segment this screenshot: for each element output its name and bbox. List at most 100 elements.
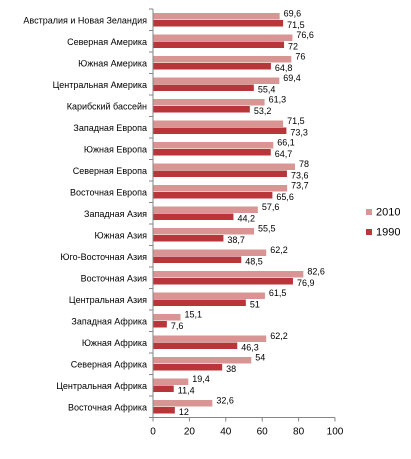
value-label-2010: 15,1 bbox=[184, 310, 202, 320]
value-label-1990: 11,4 bbox=[178, 386, 195, 396]
value-label-1990: 64,8 bbox=[275, 63, 293, 73]
legend-label-2010: 2010 bbox=[376, 207, 400, 219]
bar-1990 bbox=[153, 385, 174, 392]
bar-2010 bbox=[153, 185, 288, 192]
category-labels-group: Австралия и Новая Зеландия Северная Амери… bbox=[23, 15, 147, 412]
value-label-2010: 82,6 bbox=[307, 267, 325, 277]
value-label-1990: 73,6 bbox=[291, 171, 309, 181]
axes-group bbox=[149, 8, 336, 422]
value-label-2010: 71,5 bbox=[287, 116, 305, 126]
bar-1990 bbox=[153, 192, 273, 199]
category-label: Западная Европа bbox=[73, 123, 147, 133]
bar-1990 bbox=[153, 407, 175, 414]
x-tick-label: 0 bbox=[150, 427, 156, 438]
bar-2010 bbox=[153, 249, 267, 256]
category-label: Западная Азия bbox=[84, 209, 147, 219]
bar-1990 bbox=[153, 149, 271, 156]
value-label-1990: 38 bbox=[226, 364, 236, 374]
value-label-1990: 38,7 bbox=[227, 235, 245, 245]
value-label-1990: 46,3 bbox=[241, 343, 259, 353]
value-label-2010: 69,6 bbox=[284, 9, 302, 19]
bar-2010 bbox=[153, 34, 293, 41]
legend: 2010 1990 bbox=[366, 207, 400, 239]
bar-1990 bbox=[153, 235, 224, 242]
category-label: Центральная Азия bbox=[69, 295, 147, 305]
category-label: Юго-Восточная Азия bbox=[60, 252, 147, 262]
value-label-1990: 65,6 bbox=[276, 192, 294, 202]
value-label-2010: 19,4 bbox=[192, 374, 210, 384]
bar-2010 bbox=[153, 99, 265, 106]
value-label-1990: 73,3 bbox=[290, 128, 308, 138]
value-label-2010: 61,5 bbox=[269, 288, 287, 298]
value-label-2010: 62,2 bbox=[270, 331, 288, 341]
value-label-1990: 76,9 bbox=[297, 278, 315, 288]
value-label-2010: 62,2 bbox=[270, 245, 288, 255]
bar-1990 bbox=[153, 20, 284, 27]
value-label-2010: 73,7 bbox=[291, 181, 309, 191]
value-label-2010: 69,4 bbox=[283, 73, 301, 83]
value-label-1990: 72 bbox=[288, 42, 298, 52]
bar-2010 bbox=[153, 163, 295, 170]
value-label-1990: 48,5 bbox=[245, 257, 263, 267]
bar-2010 bbox=[153, 378, 189, 385]
x-tick-label: 80 bbox=[293, 427, 305, 438]
value-label-2010: 55,5 bbox=[258, 224, 276, 234]
category-label: Южная Азия bbox=[95, 230, 148, 240]
category-label: Восточная Африка bbox=[68, 402, 147, 412]
value-label-2010: 66,1 bbox=[277, 138, 295, 148]
bar-2010 bbox=[153, 292, 265, 299]
bar-1990 bbox=[153, 84, 254, 91]
category-label: Южная Америка bbox=[78, 58, 147, 68]
bar-2010 bbox=[153, 13, 280, 20]
bar-1990 bbox=[153, 63, 271, 70]
bar-2010 bbox=[153, 357, 252, 364]
category-label: Северная Европа bbox=[73, 166, 147, 176]
value-label-1990: 51 bbox=[250, 300, 260, 310]
bar-1990 bbox=[153, 106, 250, 113]
value-label-2010: 76 bbox=[295, 52, 305, 62]
bar-1990 bbox=[153, 256, 242, 263]
bar-2010 bbox=[153, 56, 292, 63]
value-label-2010: 32,6 bbox=[216, 396, 234, 406]
bar-2010 bbox=[153, 206, 258, 213]
bar-2010 bbox=[153, 142, 274, 149]
category-label: Западная Африка bbox=[71, 316, 147, 326]
x-tick-labels-group: 0 20 40 60 80 100 bbox=[150, 427, 344, 438]
bar-2010 bbox=[153, 271, 304, 278]
category-label: Северная Африка bbox=[71, 359, 147, 369]
category-label: Центральная Америка bbox=[53, 80, 147, 90]
value-label-2010: 61,3 bbox=[269, 95, 287, 105]
legend-label-1990: 1990 bbox=[376, 227, 400, 239]
category-label: Восточная Азия bbox=[81, 273, 148, 283]
bar-1990 bbox=[153, 342, 238, 349]
bar-2010 bbox=[153, 314, 181, 321]
x-tick-label: 100 bbox=[327, 427, 344, 438]
x-tick-label: 40 bbox=[220, 427, 232, 438]
bar-1990 bbox=[153, 321, 167, 328]
value-label-1990: 71,5 bbox=[287, 20, 305, 30]
bars-group bbox=[153, 13, 304, 414]
value-label-2010: 78 bbox=[299, 159, 309, 169]
x-tick-label: 60 bbox=[257, 427, 269, 438]
bar-2010 bbox=[153, 120, 284, 127]
legend-swatch-2010 bbox=[366, 209, 372, 215]
bar-1990 bbox=[153, 213, 234, 220]
value-labels-group: 69,671,576,6727664,869,455,461,353,271,5… bbox=[171, 9, 325, 418]
bar-1990 bbox=[153, 170, 287, 177]
bar-1990 bbox=[153, 41, 285, 48]
value-label-1990: 44,2 bbox=[237, 214, 255, 224]
category-label: Восточная Европа bbox=[70, 187, 147, 197]
category-label: Южная Европа bbox=[84, 144, 147, 154]
bar-2010 bbox=[153, 77, 280, 84]
category-label: Северная Америка bbox=[67, 37, 147, 47]
value-label-1990: 64,7 bbox=[275, 149, 293, 159]
bar-1990 bbox=[153, 364, 223, 371]
value-label-2010: 57,6 bbox=[262, 202, 280, 212]
category-label: Центральная Африка bbox=[56, 381, 147, 391]
legend-swatch-1990 bbox=[366, 229, 372, 235]
value-label-1990: 55,4 bbox=[258, 85, 276, 95]
bar-1990 bbox=[153, 127, 287, 134]
category-label: Южная Африка bbox=[82, 338, 147, 348]
category-label: Австралия и Новая Зеландия bbox=[23, 15, 147, 25]
